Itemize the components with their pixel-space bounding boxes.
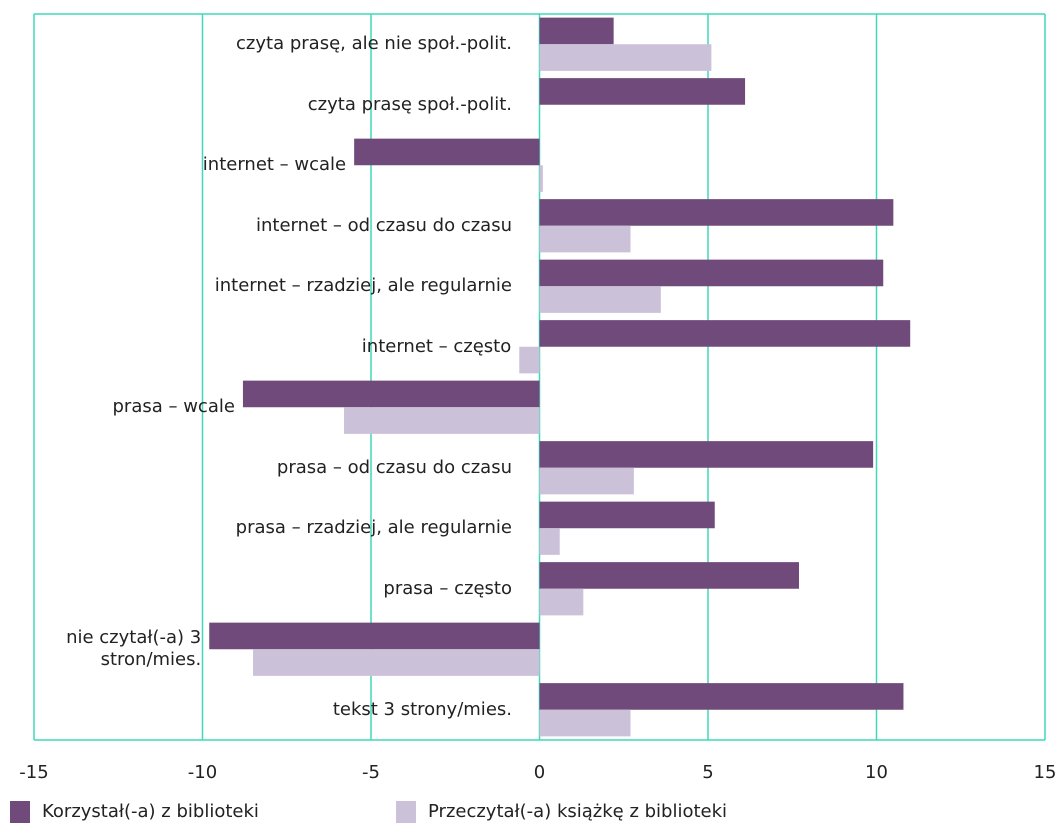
bar <box>539 78 746 105</box>
legend-label: Korzystał(-a) z biblioteki <box>42 801 259 822</box>
x-tick-label: -10 <box>188 762 217 783</box>
category-label: prasa – często <box>383 577 512 599</box>
bar <box>539 225 631 253</box>
legend-swatch <box>10 801 30 823</box>
bar <box>539 199 894 226</box>
bar <box>539 165 543 192</box>
legend-swatch <box>396 801 416 823</box>
category-label: prasa – od czasu do czasu <box>276 456 512 478</box>
category-label: prasa – rzadziej, ale regularnie <box>235 517 512 539</box>
bar <box>539 588 584 616</box>
category-label: internet – rzadziej, ale regularnie <box>214 275 512 297</box>
bar <box>539 562 799 589</box>
x-tick-label: 15 <box>1034 762 1057 783</box>
category-label: czyta prasę, ale nie społ.-polit. <box>236 33 512 55</box>
bar <box>539 44 712 71</box>
x-tick-label: -15 <box>19 762 48 783</box>
bar <box>344 407 540 434</box>
bar <box>539 320 911 347</box>
category-label: prasa – wcale <box>112 396 235 418</box>
bar <box>539 528 560 555</box>
bar <box>354 138 540 166</box>
bar <box>242 380 540 408</box>
x-tick-label: 10 <box>865 762 888 783</box>
bar <box>539 259 884 287</box>
bar <box>539 441 874 468</box>
bar <box>253 649 540 676</box>
x-tick-label: -5 <box>362 762 380 783</box>
x-tick-label: 5 <box>702 762 713 783</box>
bar <box>539 683 904 710</box>
category-label: internet – wcale <box>202 154 347 176</box>
bar <box>539 501 715 529</box>
bar <box>209 622 540 650</box>
category-label: internet – często <box>361 335 512 357</box>
category-label: czyta prasę społ.-polit. <box>307 93 512 115</box>
bar <box>539 709 631 737</box>
category-label: internet – od czasu do czasu <box>256 214 512 236</box>
bar <box>539 286 661 313</box>
x-tick-label: 0 <box>534 762 545 783</box>
category-label: tekst 3 strony/mies. <box>332 698 512 720</box>
legend-label: Przeczytał(-a) książkę z biblioteki <box>428 801 727 822</box>
bar <box>519 346 540 374</box>
bar <box>539 467 634 495</box>
category-label: nie czytał(-a) 3 stron/mies. <box>66 627 202 671</box>
bar <box>539 17 614 45</box>
